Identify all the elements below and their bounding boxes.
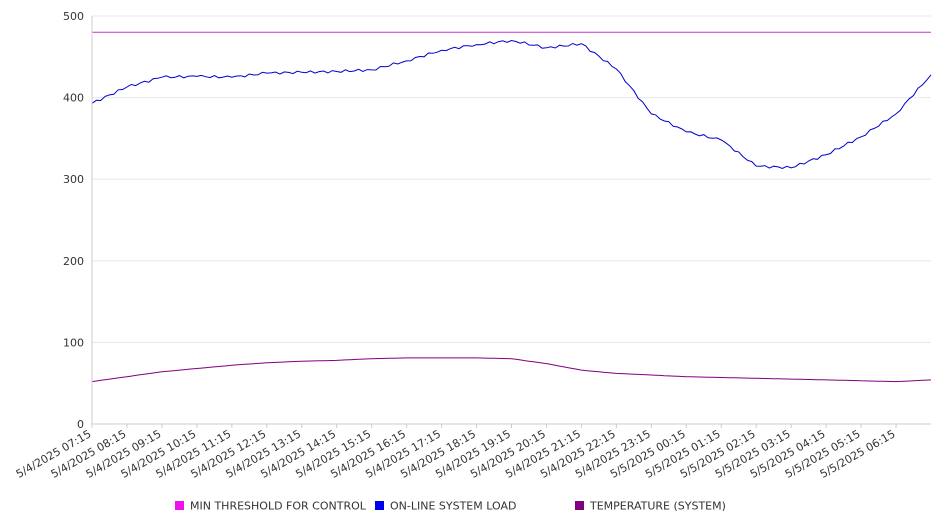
- legend: MIN THRESHOLD FOR CONTROL ON-LINE SYSTEM …: [175, 500, 726, 513]
- legend-label: TEMPERATURE (SYSTEM): [589, 500, 726, 513]
- y-tick-label: 500: [63, 10, 84, 23]
- gridlines: [92, 15, 931, 343]
- legend-label: ON-LINE SYSTEM LOAD: [390, 500, 516, 513]
- y-tick-label: 200: [63, 255, 84, 268]
- legend-swatch: [575, 501, 584, 510]
- legend-label: MIN THRESHOLD FOR CONTROL: [190, 500, 367, 513]
- x-axis-tick-labels: 5/4/2025 07:155/4/2025 08:155/4/2025 09:…: [14, 424, 898, 481]
- y-tick-label: 100: [63, 336, 84, 349]
- y-tick-label: 300: [63, 173, 84, 186]
- series-line-1: [91, 39, 932, 170]
- legend-swatch: [175, 501, 184, 510]
- y-tick-label: 400: [63, 92, 84, 105]
- legend-swatch: [375, 501, 384, 510]
- y-axis-tick-labels: 0 100 200 300 400 500: [63, 10, 84, 431]
- series-lines: [91, 31, 932, 383]
- y-tick-label: 0: [77, 418, 84, 431]
- series-line-2: [91, 357, 932, 383]
